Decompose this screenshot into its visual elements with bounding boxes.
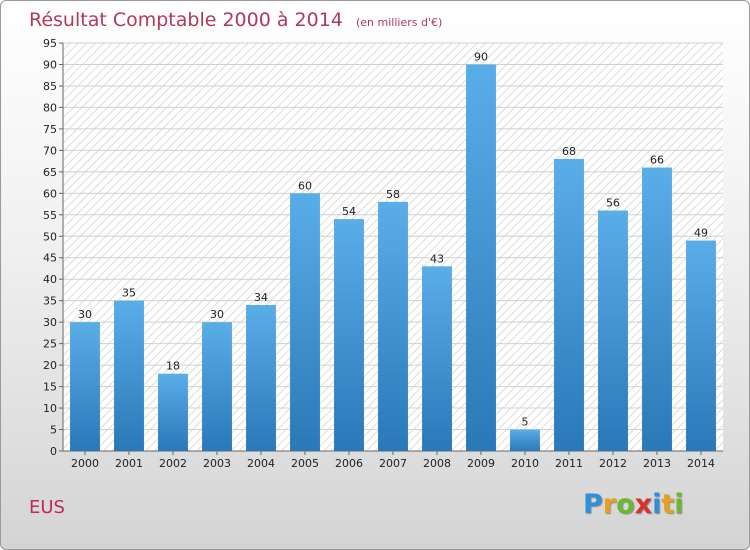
x-tick-label-2010: 2010 <box>511 457 539 470</box>
y-tick-label: 70 <box>43 144 57 157</box>
data-label-2009: 90 <box>474 50 488 63</box>
data-label-2010: 5 <box>522 416 529 429</box>
x-tick-label-2012: 2012 <box>599 457 627 470</box>
logo-letter: o <box>616 489 635 520</box>
logo-letter: x <box>634 489 653 520</box>
y-tick-label: 95 <box>43 37 57 50</box>
data-label-2008: 43 <box>430 252 444 265</box>
x-tick-label-2014: 2014 <box>687 457 715 470</box>
x-tick-label-2007: 2007 <box>379 457 407 470</box>
x-tick-label-2008: 2008 <box>423 457 451 470</box>
logo-letter: t <box>661 489 675 520</box>
logo-letter: r <box>602 489 617 520</box>
y-tick-label: 30 <box>43 316 57 329</box>
x-tick-label-2003: 2003 <box>203 457 231 470</box>
bar-2000 <box>70 322 100 451</box>
bar-2010 <box>510 429 540 451</box>
y-tick-label: 10 <box>43 402 57 415</box>
y-tick-label: 75 <box>43 123 57 136</box>
data-label-2007: 58 <box>386 188 400 201</box>
y-tick-label: 25 <box>43 338 57 351</box>
bar-2007 <box>378 201 408 451</box>
data-label-2013: 66 <box>650 154 664 167</box>
y-tick-label: 5 <box>50 424 57 437</box>
bar-2004 <box>246 304 276 451</box>
x-tick-label-2004: 2004 <box>247 457 275 470</box>
proxiti-logo: Proxiti <box>583 489 684 520</box>
y-tick-label: 40 <box>43 273 57 286</box>
bar-2002 <box>158 373 188 451</box>
bar-2013 <box>642 167 672 451</box>
bar-2003 <box>202 322 232 451</box>
y-tick-label: 90 <box>43 58 57 71</box>
y-tick-label: 65 <box>43 166 57 179</box>
bar-2011 <box>554 158 584 452</box>
y-tick-label: 85 <box>43 80 57 93</box>
data-label-2014: 49 <box>694 227 708 240</box>
y-tick-label: 60 <box>43 187 57 200</box>
y-tick-label: 0 <box>50 445 57 458</box>
y-tick-label: 45 <box>43 252 57 265</box>
x-tick-label-2006: 2006 <box>335 457 363 470</box>
data-label-2006: 54 <box>342 205 356 218</box>
x-tick-label-2009: 2009 <box>467 457 495 470</box>
y-tick-label: 55 <box>43 209 57 222</box>
bar-2008 <box>422 266 452 451</box>
bar-2009 <box>466 64 496 451</box>
x-tick-label-2011: 2011 <box>555 457 583 470</box>
bar-2005 <box>290 193 320 451</box>
data-label-2000: 30 <box>78 308 92 321</box>
data-label-2012: 56 <box>606 196 620 209</box>
bar-2001 <box>114 300 144 451</box>
y-tick-label: 35 <box>43 295 57 308</box>
y-tick-label: 80 <box>43 101 57 114</box>
x-tick-label-2000: 2000 <box>71 457 99 470</box>
x-tick-label-2005: 2005 <box>291 457 319 470</box>
y-tick-label: 20 <box>43 359 57 372</box>
data-label-2005: 60 <box>298 179 312 192</box>
x-tick-label-2013: 2013 <box>643 457 671 470</box>
x-tick-label-2001: 2001 <box>115 457 143 470</box>
bar-2006 <box>334 219 364 451</box>
data-label-2003: 30 <box>210 308 224 321</box>
logo-letter: i <box>674 489 684 520</box>
labels-layer: 0 5 10 15 20 25 30 35 40 45 50 55 60 65 70 75 80 85 90 95 30… <box>43 37 715 470</box>
chart-title: Résultat Comptable 2000 à 2014 <box>29 9 343 31</box>
logo-letter: i <box>652 489 662 520</box>
logo-letter: P <box>583 489 603 520</box>
title-row: Résultat Comptable 2000 à 2014 (en milli… <box>29 9 442 31</box>
bar-2012 <box>598 210 628 451</box>
chart-subtitle: (en milliers d'€) <box>355 16 443 29</box>
data-label-2001: 35 <box>122 287 136 300</box>
place-name: EUS <box>29 497 65 518</box>
bar-2014 <box>686 240 716 451</box>
bars-layer <box>70 64 716 452</box>
x-tick-label-2002: 2002 <box>159 457 187 470</box>
y-tick-label: 15 <box>43 381 57 394</box>
y-tick-label: 50 <box>43 230 57 243</box>
data-label-2004: 34 <box>254 291 268 304</box>
data-label-2002: 18 <box>166 360 180 373</box>
data-label-2011: 68 <box>562 145 576 158</box>
